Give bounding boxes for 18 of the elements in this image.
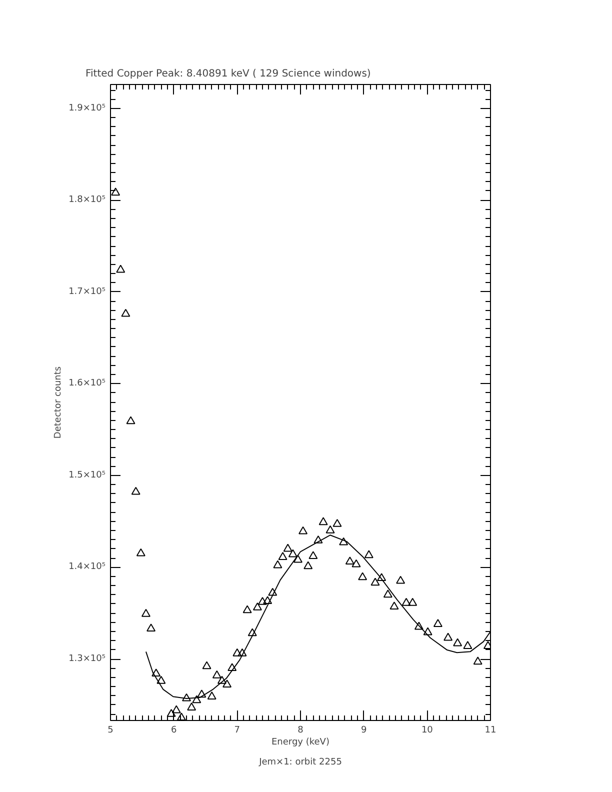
- x-tick-label: 10: [421, 726, 434, 736]
- x-tick-label: 8: [298, 726, 304, 736]
- y-tick-label: 1.3×10⁵: [68, 654, 106, 664]
- x-tick-label: 9: [360, 726, 367, 736]
- x-tick-label: 5: [108, 726, 114, 736]
- y-tick-label: 1.5×10⁵: [68, 470, 106, 480]
- y-tick-label: 1.9×10⁵: [68, 103, 106, 114]
- y-tick-label: 1.4×10⁵: [68, 562, 106, 572]
- y-tick-label: 1.8×10⁵: [68, 195, 106, 206]
- x-tick-label: 6: [170, 726, 177, 736]
- x-tick-label: 11: [484, 726, 496, 736]
- x-axis-title: Energy (keV): [272, 738, 330, 748]
- y-tick-label: 1.6×10⁵: [68, 378, 106, 389]
- y-tick-label: 1.7×10⁵: [68, 286, 106, 297]
- chart-title: Fitted Copper Peak: 8.40891 keV ( 129 Science windows): [86, 68, 371, 80]
- x-tick-label: 7: [234, 726, 240, 736]
- text: Jem×1: orbit 2255: [258, 758, 342, 768]
- y-axis-title: Detector counts: [54, 366, 64, 439]
